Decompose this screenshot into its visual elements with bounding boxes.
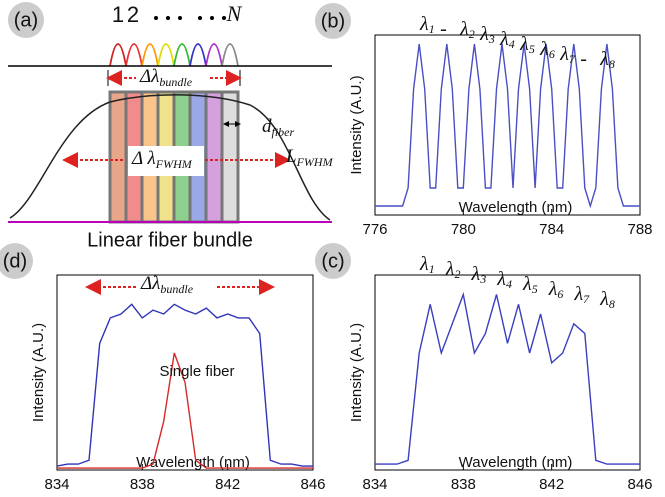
peak-subscript: 1: [429, 22, 435, 36]
x-axis-label: Wavelength (nm): [459, 199, 573, 216]
peak-subscript: 2: [454, 267, 460, 281]
peak-subscript: 4: [509, 37, 515, 51]
x-tick-label: 780: [451, 221, 476, 238]
envelope: [9, 94, 331, 221]
diagram: (a) 1 2 N Δλbundle Δ λFWHM dfiber LF: [8, 1, 334, 251]
series-line: [375, 43, 640, 209]
y-axis-label: Intensity (A.U.): [348, 323, 365, 422]
panel-label: (d): [3, 250, 27, 272]
channel-peaks: [109, 43, 239, 67]
x-tick-label: 776: [362, 221, 387, 238]
subscript: bundle: [159, 75, 192, 89]
annotation: Single fiber: [159, 363, 234, 380]
peak-subscript: 6: [549, 47, 555, 61]
x-tick-label: 834: [44, 476, 69, 493]
channel-number: 1: [112, 2, 124, 27]
peak-symbol: λ: [479, 23, 489, 45]
peak-subscript: 7: [569, 52, 576, 66]
fwhm-label: Δ λFWHM: [131, 148, 193, 170]
length-label: LFWHM: [285, 146, 334, 168]
y-axis-label: Intensity (A.U.): [30, 323, 47, 422]
series-line: [375, 291, 640, 465]
plot-frame: [56, 274, 314, 471]
channel-number: N: [226, 1, 243, 26]
peak-symbol: λ: [574, 283, 584, 305]
peak-symbol: λ: [459, 18, 469, 40]
bundle-label: Δλbundle: [139, 66, 193, 88]
panel-label: (b): [321, 10, 345, 32]
label-badge: [315, 3, 351, 39]
panel-label: (a): [14, 9, 38, 31]
label-badge: [0, 243, 33, 279]
peak-subscript: 8: [609, 57, 615, 71]
peak-subscript: 3: [488, 32, 495, 46]
peak-symbol: λ: [522, 273, 532, 295]
subscript: FWHM: [155, 157, 193, 171]
peak-subscript: 5: [529, 42, 535, 56]
x-tick-label: 838: [451, 476, 476, 493]
x-tick-label: 834: [362, 476, 387, 493]
y-axis-label: Intensity (A.U.): [348, 75, 365, 174]
channel-number: 2: [127, 2, 139, 27]
series-line: [56, 303, 313, 467]
symbol: d: [262, 116, 272, 137]
peak-subscript: 1: [429, 262, 435, 276]
label-badge: [8, 2, 44, 38]
peak-symbol: λ: [599, 48, 609, 70]
panel-label: (c): [321, 250, 344, 272]
fiber-label: dfiber: [262, 116, 294, 138]
bundle-label: Δλbundle: [140, 273, 194, 295]
peak-symbol: λ: [559, 43, 569, 65]
peak-symbol: λ: [471, 263, 481, 285]
peak-symbol: λ: [496, 268, 506, 290]
peak-subscript: 7: [583, 292, 590, 306]
peak-subscript: 5: [532, 282, 538, 296]
peak-labels: λ1- λ2 λ3 λ4 λ5 λ6 λ7- λ8: [419, 13, 615, 71]
peak-symbol: λ: [419, 13, 429, 35]
peak-symbol: -: [580, 48, 587, 70]
x-axis-label: Wavelength (nm): [136, 454, 250, 471]
peak-symbol: λ: [519, 33, 529, 55]
subscript: bundle: [160, 282, 193, 296]
peak-subscript: 4: [506, 277, 512, 291]
label-badge: [315, 243, 351, 279]
peak-symbol: λ: [539, 38, 549, 60]
x-tick-label: 784: [539, 221, 564, 238]
peak-labels: λ1 λ2 λ3 λ4 λ5 λ6 λ7 λ8: [419, 253, 615, 311]
label-box: [128, 146, 204, 176]
peak-symbol: λ: [445, 258, 455, 280]
peak-subscript: 2: [469, 27, 475, 41]
symbol: Δλ: [140, 273, 160, 294]
plot-frame: [374, 274, 641, 471]
symbol: Δλ: [139, 66, 159, 87]
peak-subscript: 8: [609, 297, 615, 311]
peak-symbol: λ: [419, 253, 429, 275]
symbol: Δ λ: [131, 148, 156, 169]
x-axis-label: Wavelength (nm): [459, 454, 573, 471]
caption: Linear fiber bundle: [87, 229, 253, 251]
peak-symbol: -: [440, 18, 447, 40]
x-tick-label: 846: [300, 476, 325, 493]
symbol: L: [285, 146, 297, 167]
series-line: [57, 352, 313, 469]
x-tick-label: 842: [215, 476, 240, 493]
subscript: fiber: [272, 125, 295, 139]
peak-subscript: 3: [479, 272, 486, 286]
plot-frame: [374, 34, 641, 216]
x-tick-label: 838: [130, 476, 155, 493]
peak-symbol: λ: [548, 278, 558, 300]
peak-subscript: 6: [557, 287, 563, 301]
x-tick-label: 846: [627, 476, 652, 493]
subscript: FWHM: [296, 155, 334, 169]
peak-symbol: λ: [499, 28, 509, 50]
ellipsis: [154, 16, 226, 20]
chart: (d) 834 838 842 846 Wavelength (nm) Intensity …: [0, 243, 326, 493]
x-tick-label: 788: [627, 221, 652, 238]
peak-symbol: λ: [599, 288, 609, 310]
x-tick-label: 842: [539, 476, 564, 493]
